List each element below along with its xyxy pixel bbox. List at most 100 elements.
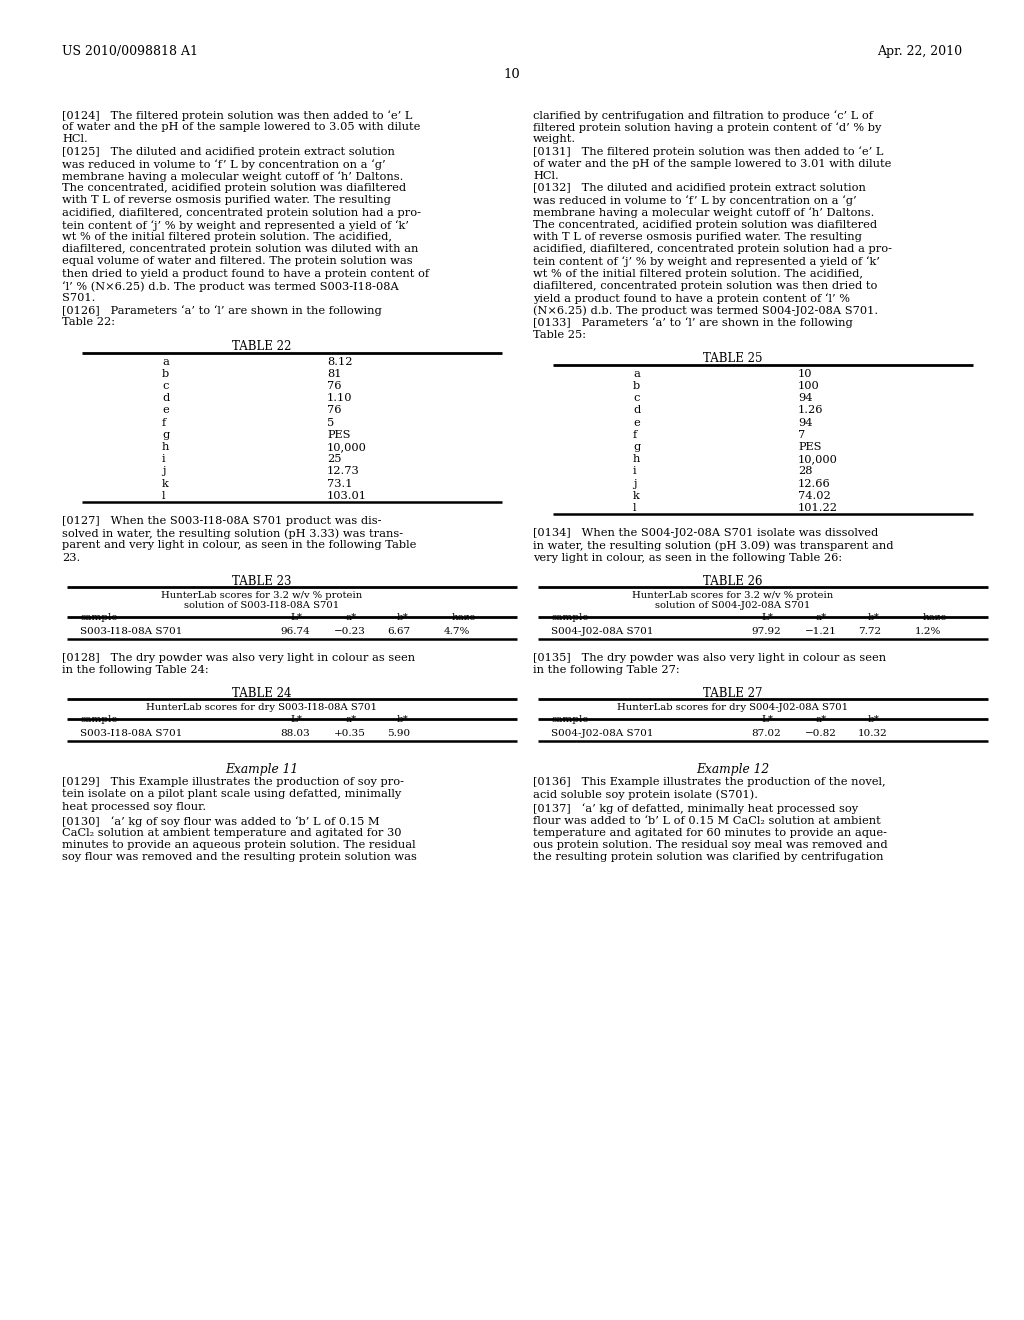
Text: parent and very light in colour, as seen in the following Table: parent and very light in colour, as seen… — [62, 540, 417, 550]
Text: PES: PES — [327, 430, 350, 440]
Text: flour was added to ‘b’ L of 0.15 M CaCl₂ solution at ambient: flour was added to ‘b’ L of 0.15 M CaCl₂… — [534, 816, 881, 826]
Text: with T L of reverse osmosis purified water. The resulting: with T L of reverse osmosis purified wat… — [62, 195, 391, 206]
Text: 76: 76 — [327, 405, 341, 416]
Text: S004-J02-08A S701: S004-J02-08A S701 — [551, 627, 653, 636]
Text: The concentrated, acidified protein solution was diafiltered: The concentrated, acidified protein solu… — [534, 220, 878, 230]
Text: PES: PES — [798, 442, 821, 451]
Text: membrane having a molecular weight cutoff of ‘h’ Daltons.: membrane having a molecular weight cutof… — [62, 172, 403, 182]
Text: 6.67: 6.67 — [387, 627, 411, 636]
Text: i: i — [633, 466, 637, 477]
Text: 5: 5 — [327, 417, 334, 428]
Text: HunterLab scores for dry S004-J02-08A S701: HunterLab scores for dry S004-J02-08A S7… — [617, 704, 849, 713]
Text: e: e — [633, 417, 640, 428]
Text: S004-J02-08A S701: S004-J02-08A S701 — [551, 729, 653, 738]
Text: solution of S004-J02-08A S701: solution of S004-J02-08A S701 — [655, 601, 811, 610]
Text: Apr. 22, 2010: Apr. 22, 2010 — [877, 45, 962, 58]
Text: sample: sample — [551, 715, 589, 725]
Text: [0134]   When the S004-J02-08A S701 isolate was dissolved: [0134] When the S004-J02-08A S701 isolat… — [534, 528, 879, 539]
Text: 4.7%: 4.7% — [444, 627, 470, 636]
Text: g: g — [162, 430, 169, 440]
Text: k: k — [162, 479, 169, 488]
Text: b*: b* — [397, 612, 409, 622]
Text: h: h — [633, 454, 640, 465]
Text: a: a — [162, 356, 169, 367]
Text: [0126]   Parameters ‘a’ to ‘l’ are shown in the following: [0126] Parameters ‘a’ to ‘l’ are shown i… — [62, 305, 382, 315]
Text: the resulting protein solution was clarified by centrifugation: the resulting protein solution was clari… — [534, 853, 884, 862]
Text: +0.35: +0.35 — [334, 729, 366, 738]
Text: haze: haze — [923, 612, 947, 622]
Text: acid soluble soy protein isolate (S701).: acid soluble soy protein isolate (S701). — [534, 789, 758, 800]
Text: 10,000: 10,000 — [798, 454, 838, 465]
Text: b*: b* — [868, 715, 880, 725]
Text: heat processed soy flour.: heat processed soy flour. — [62, 801, 206, 812]
Text: L*: L* — [290, 612, 302, 622]
Text: a*: a* — [345, 612, 356, 622]
Text: HunterLab scores for 3.2 w/v % protein: HunterLab scores for 3.2 w/v % protein — [162, 591, 362, 599]
Text: was reduced in volume to ‘f’ L by concentration on a ‘g’: was reduced in volume to ‘f’ L by concen… — [534, 195, 857, 206]
Text: 23.: 23. — [62, 553, 80, 562]
Text: b*: b* — [868, 612, 880, 622]
Text: b: b — [633, 381, 640, 391]
Text: 12.66: 12.66 — [798, 479, 830, 488]
Text: 12.73: 12.73 — [327, 466, 359, 477]
Text: was reduced in volume to ‘f’ L by concentration on a ‘g’: was reduced in volume to ‘f’ L by concen… — [62, 158, 386, 169]
Text: solved in water, the resulting solution (pH 3.33) was trans-: solved in water, the resulting solution … — [62, 528, 403, 539]
Text: with T L of reverse osmosis purified water. The resulting: with T L of reverse osmosis purified wat… — [534, 232, 862, 242]
Text: Table 22:: Table 22: — [62, 317, 115, 327]
Text: tein content of ‘j’ % by weight and represented a yield of ‘k’: tein content of ‘j’ % by weight and repr… — [62, 220, 409, 231]
Text: wt % of the initial filtered protein solution. The acidified,: wt % of the initial filtered protein sol… — [534, 268, 863, 279]
Text: 1.10: 1.10 — [327, 393, 352, 403]
Text: minutes to provide an aqueous protein solution. The residual: minutes to provide an aqueous protein so… — [62, 841, 416, 850]
Text: 10.32: 10.32 — [858, 729, 888, 738]
Text: g: g — [633, 442, 640, 451]
Text: diafiltered, concentrated protein solution was diluted with an: diafiltered, concentrated protein soluti… — [62, 244, 419, 255]
Text: [0128]   The dry powder was also very light in colour as seen: [0128] The dry powder was also very ligh… — [62, 653, 415, 663]
Text: in the following Table 24:: in the following Table 24: — [62, 665, 209, 675]
Text: 76: 76 — [327, 381, 341, 391]
Text: Table 25:: Table 25: — [534, 330, 586, 339]
Text: −1.21: −1.21 — [805, 627, 837, 636]
Text: j: j — [633, 479, 637, 488]
Text: 103.01: 103.01 — [327, 491, 367, 500]
Text: c: c — [633, 393, 639, 403]
Text: [0129]   This Example illustrates the production of soy pro-: [0129] This Example illustrates the prod… — [62, 777, 404, 787]
Text: −0.82: −0.82 — [805, 729, 837, 738]
Text: (N×6.25) d.b. The product was termed S004-J02-08A S701.: (N×6.25) d.b. The product was termed S00… — [534, 305, 879, 315]
Text: tein isolate on a pilot plant scale using defatted, minimally: tein isolate on a pilot plant scale usin… — [62, 789, 401, 800]
Text: k: k — [633, 491, 640, 500]
Text: haze: haze — [452, 612, 476, 622]
Text: 96.74: 96.74 — [280, 627, 309, 636]
Text: i: i — [162, 454, 166, 465]
Text: solution of S003-I18-08A S701: solution of S003-I18-08A S701 — [184, 601, 340, 610]
Text: sample: sample — [80, 612, 118, 622]
Text: TABLE 23: TABLE 23 — [232, 574, 292, 587]
Text: US 2010/0098818 A1: US 2010/0098818 A1 — [62, 45, 198, 58]
Text: f: f — [162, 417, 166, 428]
Text: 101.22: 101.22 — [798, 503, 838, 513]
Text: sample: sample — [80, 715, 118, 725]
Text: acidified, diafiltered, concentrated protein solution had a pro-: acidified, diafiltered, concentrated pro… — [534, 244, 892, 255]
Text: [0127]   When the S003-I18-08A S701 product was dis-: [0127] When the S003-I18-08A S701 produc… — [62, 516, 382, 525]
Text: membrane having a molecular weight cutoff of ‘h’ Daltons.: membrane having a molecular weight cutof… — [534, 207, 874, 218]
Text: TABLE 22: TABLE 22 — [232, 339, 292, 352]
Text: sample: sample — [551, 612, 589, 622]
Text: 10: 10 — [798, 368, 812, 379]
Text: e: e — [162, 405, 169, 416]
Text: [0133]   Parameters ‘a’ to ‘l’ are shown in the following: [0133] Parameters ‘a’ to ‘l’ are shown i… — [534, 317, 853, 329]
Text: TABLE 25: TABLE 25 — [703, 352, 763, 364]
Text: l: l — [162, 491, 166, 500]
Text: [0124]   The filtered protein solution was then added to ‘e’ L: [0124] The filtered protein solution was… — [62, 110, 413, 121]
Text: TABLE 26: TABLE 26 — [703, 574, 763, 587]
Text: ‘l’ % (N×6.25) d.b. The product was termed S003-I18-08A: ‘l’ % (N×6.25) d.b. The product was term… — [62, 281, 398, 292]
Text: Example 11: Example 11 — [225, 763, 299, 776]
Text: in water, the resulting solution (pH 3.09) was transparent and: in water, the resulting solution (pH 3.0… — [534, 540, 894, 550]
Text: yield a product found to have a protein content of ‘l’ %: yield a product found to have a protein … — [534, 293, 850, 304]
Text: TABLE 24: TABLE 24 — [232, 688, 292, 700]
Text: a*: a* — [345, 715, 356, 725]
Text: a*: a* — [816, 612, 827, 622]
Text: 87.02: 87.02 — [751, 729, 780, 738]
Text: 1.2%: 1.2% — [915, 627, 941, 636]
Text: 7: 7 — [798, 430, 805, 440]
Text: weight.: weight. — [534, 135, 577, 144]
Text: 81: 81 — [327, 368, 341, 379]
